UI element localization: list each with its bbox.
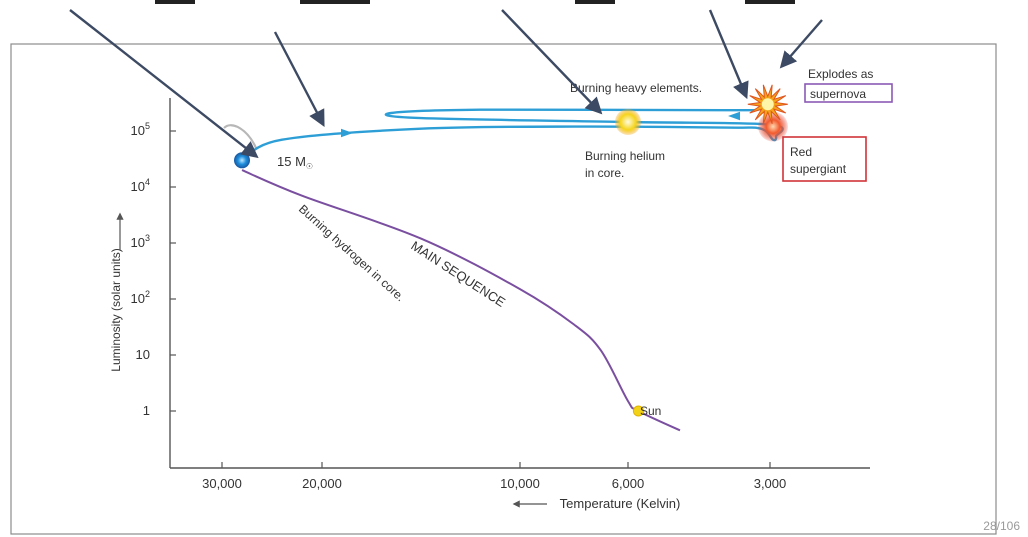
pointer-arrow-4: [708, 9, 749, 100]
heavy-elements-label: Burning heavy elements.: [570, 81, 702, 95]
pointer-arrow-1: [69, 9, 259, 159]
sun-marker: [632, 405, 644, 417]
explodes-label: Explodes as: [808, 67, 873, 81]
y-tick-label: 105: [131, 121, 150, 138]
hydrogen-label: Burning hydrogen in core.: [296, 202, 407, 304]
y-tick-label: 1: [143, 403, 150, 418]
helium-label-line1: Burning helium: [585, 149, 665, 163]
x-tick-label: 6,000: [612, 476, 645, 491]
y-axis-label: Luminosity (solar units): [109, 248, 123, 371]
red-supergiant-box: [782, 136, 867, 182]
supernova-label: supernova: [810, 87, 866, 101]
x-tick-label: 3,000: [754, 476, 787, 491]
x-tick-label: 20,000: [302, 476, 342, 491]
supernova-core: [761, 98, 774, 111]
y-axis-ticks: 1 10 102 103 104 105: [131, 121, 176, 418]
y-tick-label: 102: [131, 289, 150, 306]
sun-label: Sun: [640, 404, 661, 418]
pointer-arrow-5: [779, 19, 823, 69]
red-supergiant-label-line1: Red: [790, 145, 812, 159]
y-tick-label: 10: [136, 347, 150, 362]
y-tick-label: 103: [131, 233, 150, 250]
y-tick-label: 104: [131, 177, 150, 194]
main-sequence-line: [241, 169, 681, 432]
star-mass-label: 15 M☉: [277, 154, 313, 171]
red-supergiant-label-line2: supergiant: [790, 162, 847, 176]
helium-label-line2: in core.: [585, 166, 624, 180]
helium-burning-star-marker: [615, 108, 641, 135]
x-tick-label: 10,000: [500, 476, 540, 491]
supernova-box: [804, 83, 893, 103]
evolution-track-line: [241, 103, 784, 162]
x-axis-ticks: 30,000 20,000 10,000 6,000 3,000: [202, 462, 786, 491]
figure-frame: [10, 43, 997, 535]
series-layer: [223, 84, 788, 432]
track-direction-arrow: [728, 111, 740, 121]
page-number: 28/106: [983, 519, 1020, 533]
pointer-arrow-3: [501, 9, 603, 115]
x-tick-label: 30,000: [202, 476, 242, 491]
pointer-arrow-2: [273, 31, 325, 127]
cropped-header-remnants: [155, 0, 795, 4]
track-direction-arrow: [341, 128, 353, 138]
x-axis-label: Temperature (Kelvin): [560, 496, 681, 511]
massive-star-marker: [234, 152, 250, 169]
